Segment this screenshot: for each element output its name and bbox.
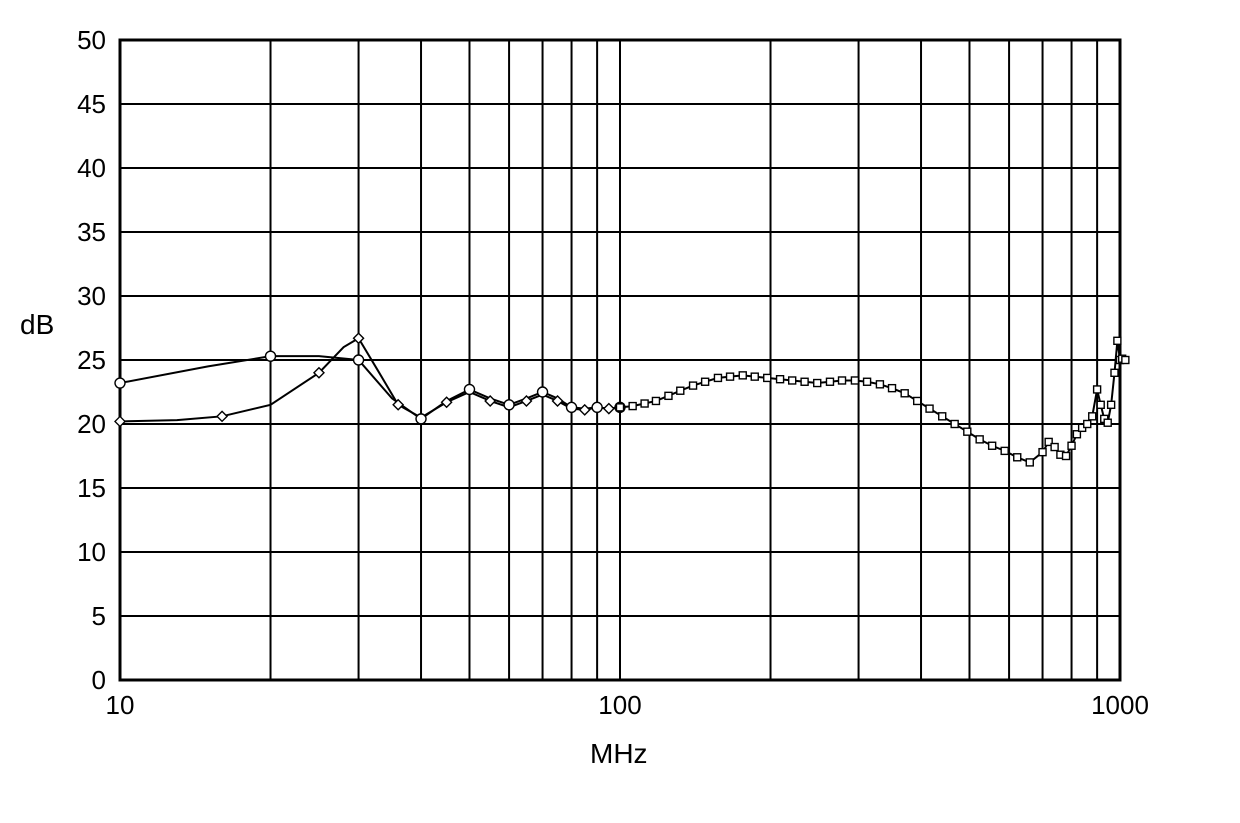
x-axis-label: MHz [590, 738, 648, 770]
svg-text:35: 35 [77, 217, 106, 247]
svg-text:40: 40 [77, 153, 106, 183]
svg-text:100: 100 [598, 690, 641, 720]
svg-text:10: 10 [106, 690, 135, 720]
svg-text:20: 20 [77, 409, 106, 439]
svg-text:15: 15 [77, 473, 106, 503]
svg-text:5: 5 [92, 601, 106, 631]
line-chart: 0 5 10 15 20 25 30 35 40 45 50 10 100 1000 [0, 0, 1240, 823]
svg-text:10: 10 [77, 537, 106, 567]
svg-text:1000: 1000 [1091, 690, 1149, 720]
chart-container: 0 5 10 15 20 25 30 35 40 45 50 10 100 1000 dB MHz [0, 0, 1240, 823]
svg-text:0: 0 [92, 665, 106, 695]
svg-text:25: 25 [77, 345, 106, 375]
svg-text:30: 30 [77, 281, 106, 311]
y-axis-label: dB [20, 309, 54, 341]
svg-text:45: 45 [77, 89, 106, 119]
svg-text:50: 50 [77, 25, 106, 55]
